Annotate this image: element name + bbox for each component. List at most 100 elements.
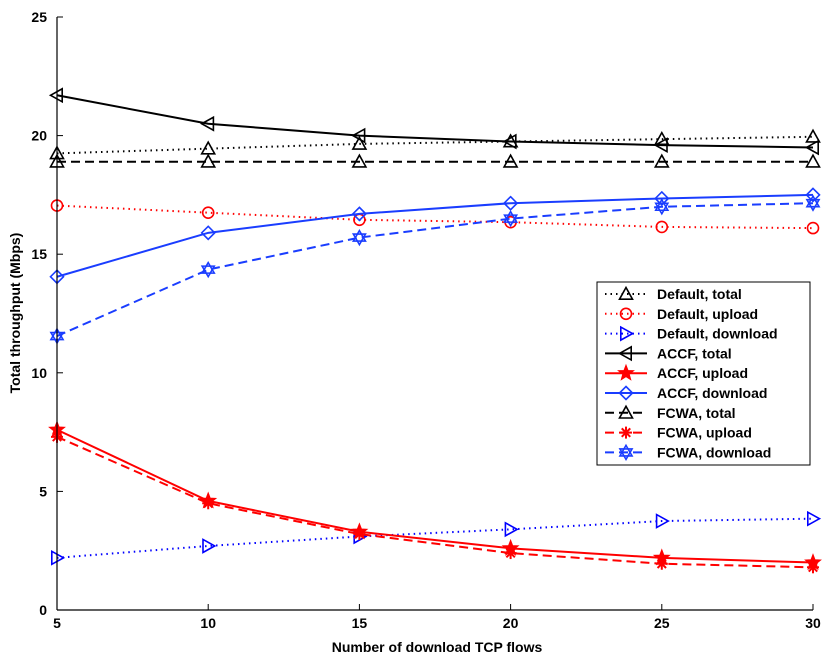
legend-marker bbox=[620, 426, 632, 439]
legend-marker bbox=[618, 285, 634, 301]
data-point bbox=[805, 128, 821, 143]
hexagram-part bbox=[503, 214, 519, 228]
data-point bbox=[502, 153, 519, 168]
data-point bbox=[807, 561, 819, 574]
legend-item: FCWA, upload bbox=[605, 425, 752, 441]
data-point bbox=[805, 153, 821, 168]
hexagram-part bbox=[618, 448, 634, 462]
legend-item: Default, total bbox=[605, 285, 742, 302]
legend-label: Default, download bbox=[657, 326, 778, 342]
data-point bbox=[806, 510, 822, 527]
data-point bbox=[351, 228, 367, 247]
data-point bbox=[200, 153, 217, 168]
y-tick-label: 20 bbox=[31, 128, 47, 144]
asterisk-stroke bbox=[656, 558, 667, 569]
hexagram-part bbox=[351, 233, 367, 247]
series-fcwa-total bbox=[49, 153, 821, 168]
y-tick-label: 15 bbox=[31, 246, 47, 262]
hexagram-part bbox=[805, 194, 821, 208]
legend-marker bbox=[618, 404, 634, 419]
data-point bbox=[503, 210, 519, 228]
asterisk-stroke bbox=[354, 529, 365, 540]
data-point bbox=[653, 153, 670, 168]
x-tick-label: 20 bbox=[503, 615, 519, 631]
legend-marker bbox=[619, 307, 633, 321]
legend-label: Default, total bbox=[657, 286, 742, 302]
hexagram-part bbox=[200, 261, 216, 274]
legend-marker bbox=[618, 385, 634, 401]
hexagram-part bbox=[654, 202, 670, 216]
series-accf-download bbox=[49, 187, 821, 285]
series-line bbox=[56, 202, 814, 337]
hexagram-part bbox=[654, 198, 670, 212]
series-layer bbox=[48, 87, 822, 574]
asterisk-stroke bbox=[808, 562, 818, 573]
data-point bbox=[202, 497, 215, 510]
legend-marker bbox=[618, 443, 634, 462]
legend-item: ACCF, download bbox=[605, 385, 767, 401]
data-point bbox=[653, 137, 668, 153]
legend-item: ACCF, total bbox=[605, 345, 732, 361]
data-point bbox=[200, 140, 217, 155]
data-point bbox=[654, 198, 670, 216]
series-default-total bbox=[49, 128, 821, 160]
asterisk-stroke bbox=[505, 548, 516, 559]
data-point bbox=[351, 127, 366, 144]
data-point bbox=[200, 115, 215, 132]
hexagram-part bbox=[618, 443, 634, 457]
hexagram-part bbox=[200, 265, 216, 279]
data-point bbox=[655, 220, 669, 234]
series-line bbox=[56, 428, 814, 564]
x-axis-label: Number of download TCP flows bbox=[332, 639, 543, 655]
data-point bbox=[351, 135, 368, 150]
y-tick-label: 0 bbox=[39, 602, 47, 618]
legend-label: FCWA, download bbox=[657, 444, 771, 460]
data-point bbox=[201, 206, 215, 219]
data-point bbox=[655, 557, 668, 570]
y-axis-label: Total throughput (Mbps) bbox=[7, 233, 23, 394]
data-point bbox=[351, 153, 368, 168]
data-point bbox=[654, 190, 670, 207]
series-accf-total bbox=[48, 87, 820, 156]
legend-label: Default, upload bbox=[657, 306, 758, 322]
series-line bbox=[56, 193, 814, 278]
data-point bbox=[200, 225, 216, 241]
hexagram-part bbox=[503, 210, 519, 223]
data-point bbox=[502, 195, 519, 211]
x-tick-label: 15 bbox=[352, 615, 368, 631]
hexagram-part bbox=[805, 198, 821, 212]
hexagram-part bbox=[351, 228, 367, 242]
x-tick-label: 5 bbox=[53, 615, 61, 631]
series-fcwa-upload bbox=[51, 430, 819, 574]
legend-marker bbox=[617, 345, 633, 362]
data-point bbox=[504, 521, 519, 538]
series-line bbox=[56, 435, 814, 569]
legend-label: FCWA, upload bbox=[657, 425, 752, 441]
legend-label: ACCF, upload bbox=[657, 365, 748, 381]
data-point bbox=[351, 206, 368, 222]
data-point bbox=[202, 538, 217, 554]
y-tick-label: 5 bbox=[39, 483, 47, 499]
legend-item: ACCF, upload bbox=[605, 363, 748, 381]
legend: Default, total Default, upload Default, do… bbox=[596, 281, 811, 466]
data-point bbox=[504, 547, 517, 560]
y-tick-label: 10 bbox=[31, 365, 47, 381]
data-point bbox=[804, 139, 820, 156]
data-point bbox=[50, 549, 66, 566]
data-point bbox=[805, 187, 821, 203]
x-tick-label: 30 bbox=[805, 615, 821, 631]
legend-item: Default, download bbox=[605, 326, 778, 342]
data-point bbox=[805, 194, 821, 212]
data-point bbox=[353, 528, 366, 541]
legend-label: FCWA, total bbox=[657, 405, 736, 421]
legend-label: ACCF, total bbox=[657, 345, 732, 361]
data-point bbox=[200, 261, 216, 279]
legend-marker bbox=[619, 325, 635, 342]
data-point bbox=[806, 221, 820, 235]
series-line bbox=[56, 517, 814, 559]
asterisk-stroke bbox=[621, 427, 631, 438]
legend-item: FCWA, total bbox=[605, 404, 736, 421]
y-tick-label: 25 bbox=[31, 9, 47, 25]
